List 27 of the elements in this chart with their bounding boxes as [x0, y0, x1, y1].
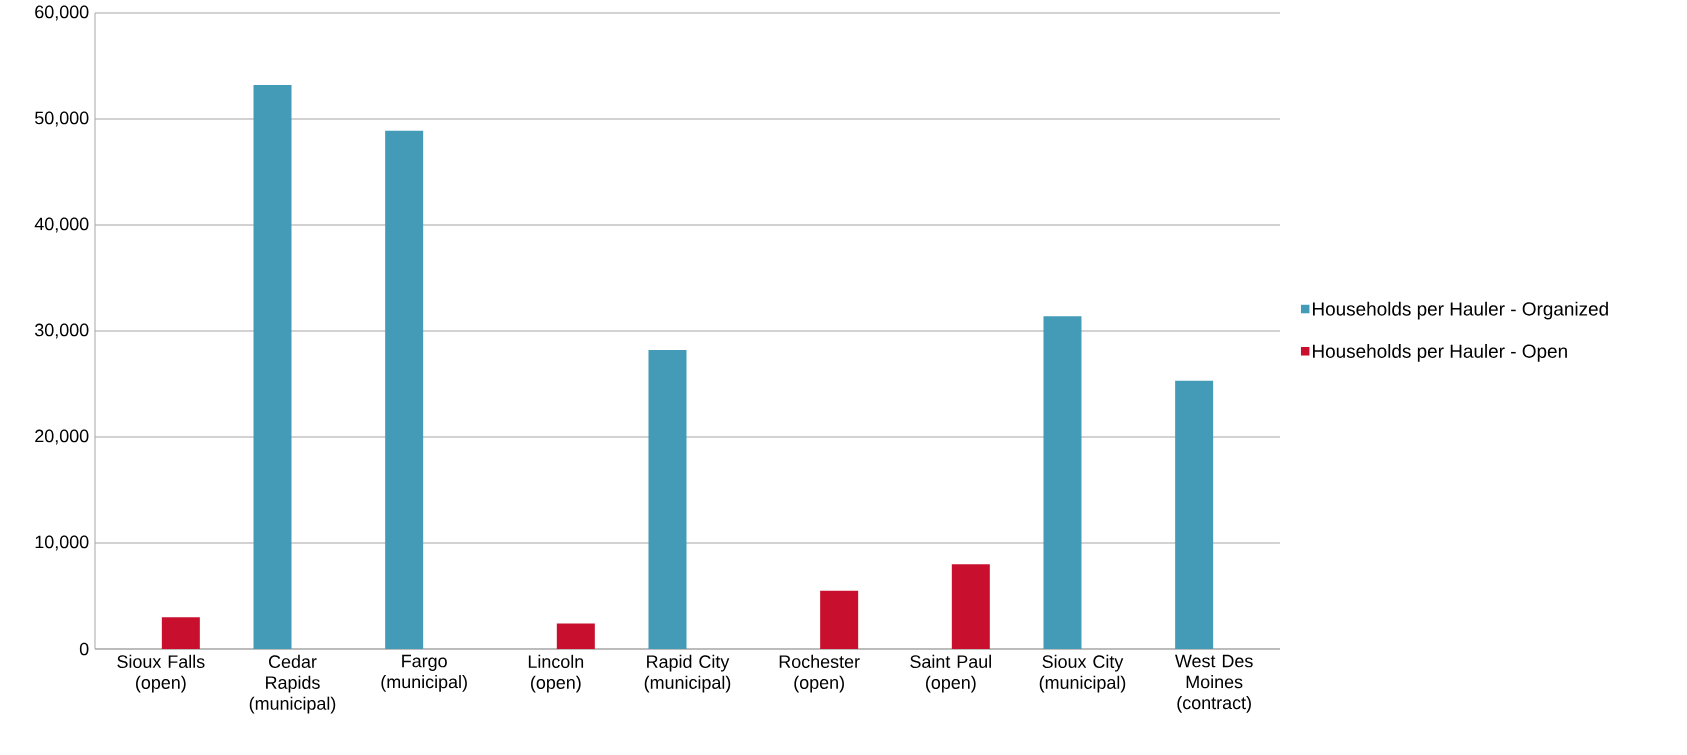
x-tick-label: Rochester (open) [779, 654, 860, 693]
bar [951, 564, 990, 649]
x-tick-label: Lincoln (open) [528, 654, 584, 693]
y-tick-label: 50,000 [35, 111, 89, 127]
bar [1175, 380, 1214, 649]
x-tick-label: Sioux City (municipal) [1039, 654, 1126, 693]
x-tick-label: Rapid City (municipal) [644, 654, 731, 693]
bar [556, 623, 595, 649]
x-tick-label: Cedar Rapids (municipal) [249, 654, 336, 714]
x-tick-label: West Des Moines (contract) [1175, 654, 1253, 713]
y-tick-label: 10,000 [35, 535, 89, 551]
x-tick-label: Fargo (municipal) [381, 654, 467, 692]
bar [648, 350, 687, 649]
y-tick-label: 30,000 [34, 323, 89, 339]
bar [820, 590, 859, 649]
bar [1043, 316, 1082, 649]
bar [161, 617, 200, 649]
y-tick-label: 20,000 [35, 429, 89, 445]
y-tick-label: 40,000 [34, 217, 89, 233]
bar [253, 85, 292, 649]
y-tick-label: 60,000 [35, 5, 89, 21]
bar [385, 130, 424, 649]
legend-label: Households per Hauler - Open [1312, 343, 1567, 362]
x-tick-label: Saint Paul (open) [910, 654, 991, 693]
legend-label: Households per Hauler - Organized [1312, 301, 1608, 320]
y-tick-label: 0 [79, 642, 89, 656]
x-tick-label: Sioux Falls (open) [117, 654, 205, 693]
